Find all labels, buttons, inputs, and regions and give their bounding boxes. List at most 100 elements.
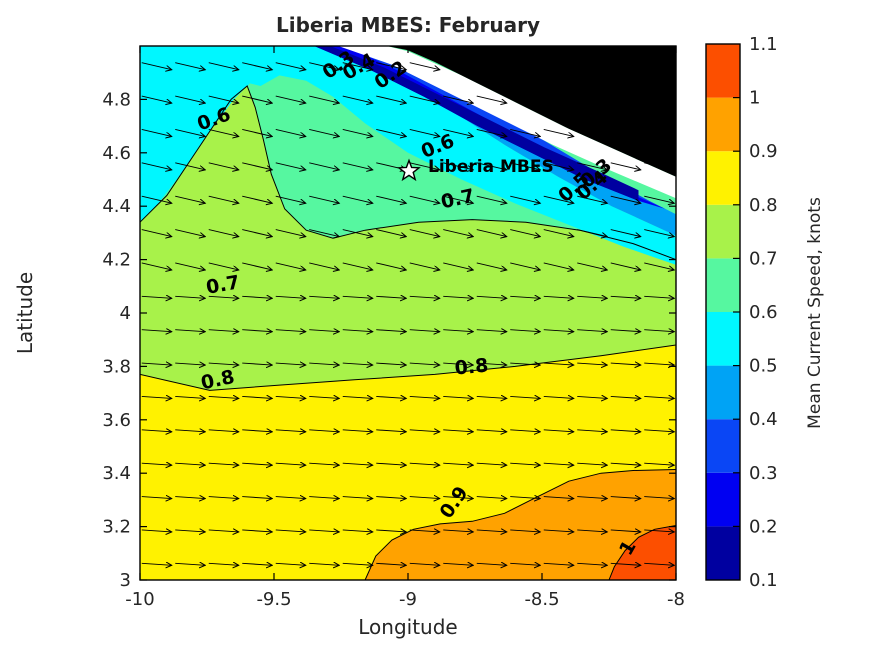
quiver-arrow xyxy=(409,363,440,365)
quiver-arrow xyxy=(175,497,205,499)
quiver-arrow xyxy=(644,296,674,298)
colorbar-swatch[interactable] xyxy=(706,258,740,312)
quiver-arrow xyxy=(610,262,641,270)
y-tick-label: 4.8 xyxy=(102,89,131,110)
quiver-arrow xyxy=(242,363,272,365)
colorbar-tick-label: 0.3 xyxy=(749,463,778,484)
quiver-arrow xyxy=(644,195,674,203)
quiver-arrow xyxy=(275,262,306,270)
quiver-arrow xyxy=(175,396,205,398)
quiver-arrow xyxy=(409,296,440,298)
quiver-arrow xyxy=(175,463,205,465)
colorbar-swatch[interactable] xyxy=(706,151,740,205)
quiver-arrow xyxy=(342,530,373,532)
contour-band xyxy=(300,46,639,201)
contour-label: 0.8 xyxy=(454,355,489,380)
quiver-arrow xyxy=(610,296,641,298)
x-tick-label: -9.5 xyxy=(256,589,291,610)
colorbar[interactable] xyxy=(706,44,740,580)
quiver-arrow xyxy=(141,162,172,170)
quiver-arrow xyxy=(476,95,507,103)
quiver-arrow xyxy=(409,195,440,203)
colorbar-swatch[interactable] xyxy=(706,44,740,98)
quiver-arrow xyxy=(208,330,239,332)
quiver-arrow xyxy=(510,363,540,365)
colorbar-swatch[interactable] xyxy=(706,365,740,420)
quiver-arrow xyxy=(409,396,440,398)
x-tick-label: -8.5 xyxy=(524,589,559,610)
colorbar-ticks: 0.1 0.2 0.3 0.4 0.5 0.6 0.7 0.8 0.9 1 1.1 xyxy=(733,34,778,591)
quiver-arrow xyxy=(610,330,641,332)
quiver-arrow xyxy=(309,62,339,70)
quiver-arrow xyxy=(242,262,272,270)
quiver-arrow xyxy=(476,563,507,565)
site-marker-star-icon xyxy=(397,158,421,182)
quiver-arrow xyxy=(644,463,674,465)
quiver-arrow xyxy=(309,195,339,203)
quiver-arrow xyxy=(175,162,205,170)
quiver-arrow xyxy=(577,330,607,332)
quiver-arrow xyxy=(141,330,172,332)
colorbar-swatch[interactable] xyxy=(706,419,740,473)
quiver-arrow xyxy=(342,229,373,237)
quiver-arrow xyxy=(309,563,339,565)
colorbar-tick-label: 0.7 xyxy=(749,248,778,269)
quiver-arrow xyxy=(376,463,406,465)
quiver-arrow xyxy=(175,195,205,203)
quiver-arrow xyxy=(242,296,272,298)
colorbar-swatch[interactable] xyxy=(706,204,740,259)
quiver-arrow xyxy=(610,463,641,465)
colorbar-swatch[interactable] xyxy=(706,472,740,527)
colorbar-tick-label: 0.9 xyxy=(749,141,778,162)
quiver-arrow xyxy=(141,430,172,432)
quiver-arrow xyxy=(543,195,574,203)
y-tick-label: 3 xyxy=(120,570,131,591)
quiver-arrow xyxy=(577,563,607,565)
quiver-arrow xyxy=(543,430,574,432)
quiver-arrow xyxy=(342,563,373,565)
quiver-arrow xyxy=(409,463,440,465)
colorbar-swatch[interactable] xyxy=(706,97,740,152)
quiver-arrow xyxy=(175,128,205,136)
quiver-arrow xyxy=(510,229,540,237)
quiver-arrow xyxy=(275,497,306,499)
quiver-arrow xyxy=(141,128,172,136)
quiver-arrow xyxy=(208,563,239,565)
quiver-arrow xyxy=(510,162,540,170)
quiver-arrow xyxy=(275,162,306,170)
x-tick-label: -8 xyxy=(667,589,685,610)
colorbar-swatch[interactable] xyxy=(706,312,740,366)
y-tick-label: 4.2 xyxy=(102,250,131,271)
colorbar-swatch[interactable] xyxy=(706,526,740,580)
quiver-arrow xyxy=(543,530,574,532)
quiver-arrow xyxy=(309,95,339,103)
quiver-arrow xyxy=(342,195,373,203)
quiver-arrow xyxy=(275,463,306,465)
quiver-arrow xyxy=(242,530,272,532)
quiver-arrow xyxy=(476,229,507,237)
quiver-arrow xyxy=(309,497,339,499)
quiver-arrow xyxy=(510,95,540,103)
quiver-arrow xyxy=(141,396,172,398)
quiver-arrow xyxy=(242,563,272,565)
quiver-arrow xyxy=(141,463,172,465)
quiver-arrow xyxy=(644,563,674,565)
quiver-arrow xyxy=(443,229,473,237)
quiver-arrow xyxy=(543,463,574,465)
quiver-arrow xyxy=(208,363,239,365)
quiver-arrow xyxy=(510,497,540,499)
quiver-arrow xyxy=(376,195,406,203)
quiver-arrow xyxy=(476,463,507,465)
quiver-arrow xyxy=(409,530,440,532)
contour-line xyxy=(364,469,676,580)
quiver-arrow xyxy=(644,95,674,103)
quiver-arrow xyxy=(577,430,607,432)
quiver-arrow xyxy=(208,95,239,103)
quiver-arrow xyxy=(476,330,507,332)
quiver-arrow xyxy=(577,497,607,499)
quiver-arrow xyxy=(409,62,440,70)
quiver-arrow xyxy=(309,296,339,298)
quiver-arrow xyxy=(376,262,406,270)
quiver-arrow xyxy=(309,396,339,398)
quiver-arrow xyxy=(141,363,172,365)
